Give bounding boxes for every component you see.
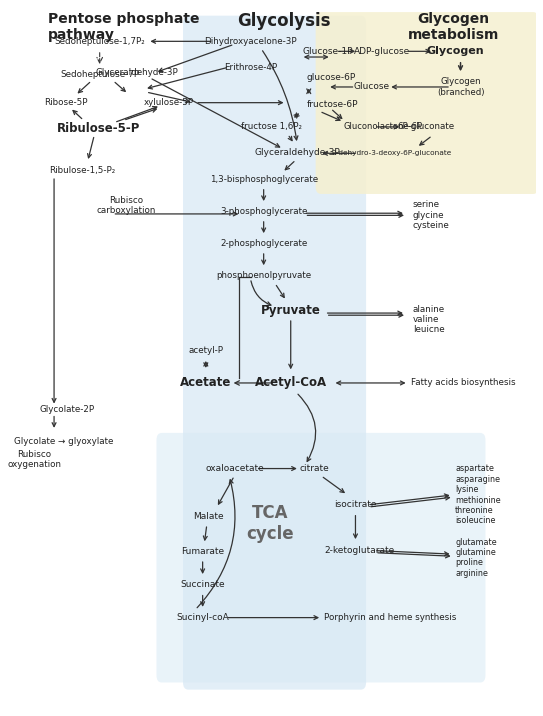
Text: fructose 1,6P₂: fructose 1,6P₂ [241, 122, 302, 132]
Text: Glycogen
metabolism: Glycogen metabolism [408, 12, 500, 42]
Text: 2-dehydro-3-deoxy-6P-gluconate: 2-dehydro-3-deoxy-6P-gluconate [331, 150, 452, 156]
Text: Porphyrin and heme synthesis: Porphyrin and heme synthesis [324, 613, 456, 622]
Text: Succinate: Succinate [180, 580, 225, 589]
Text: phosphoenolpyruvate: phosphoenolpyruvate [216, 271, 311, 281]
Text: Sedoheptulose-1,7P₂: Sedoheptulose-1,7P₂ [54, 37, 145, 46]
Text: serine
glycine
cysteine: serine glycine cysteine [413, 200, 450, 231]
Text: TCA
cycle: TCA cycle [247, 504, 294, 543]
Text: acetyl-P: acetyl-P [188, 347, 223, 355]
Text: Glyceraldehyde-3P: Glyceraldehyde-3P [96, 68, 178, 77]
Text: Glyceraldehyde-3P: Glyceraldehyde-3P [254, 148, 340, 157]
FancyBboxPatch shape [156, 433, 485, 682]
Text: Glucose: Glucose [353, 82, 389, 92]
Text: 2-ketoglutarate: 2-ketoglutarate [324, 546, 394, 555]
Text: Fatty acids biosynthesis: Fatty acids biosynthesis [411, 379, 516, 387]
Text: alanine
valine
leuicne: alanine valine leuicne [413, 304, 445, 334]
Text: Glycolate → glyoxylate: Glycolate → glyoxylate [14, 437, 113, 446]
Text: Ribose-5P: Ribose-5P [45, 98, 88, 107]
Text: Dihydroxyacelone-3P: Dihydroxyacelone-3P [204, 37, 296, 46]
Text: xylulose-5P: xylulose-5P [143, 98, 194, 107]
Text: ADP-glucose: ADP-glucose [354, 47, 410, 56]
Text: Rubisco
oxygenation: Rubisco oxygenation [8, 450, 61, 469]
Text: Pentose phosphate
pathway: Pentose phosphate pathway [48, 12, 199, 42]
FancyBboxPatch shape [183, 16, 366, 690]
Text: Pyruvate: Pyruvate [261, 304, 321, 316]
Text: oxaloacetate: oxaloacetate [205, 464, 264, 473]
Text: glucose-6P: glucose-6P [307, 73, 356, 82]
Text: 3-phosphoglycerate: 3-phosphoglycerate [220, 208, 307, 216]
Text: Sucinyl-coA: Sucinyl-coA [176, 613, 229, 622]
Text: aspartate
asparagine
lysine
methionine
threonine
isoleucine: aspartate asparagine lysine methionine t… [455, 465, 501, 526]
Text: Ribulose-1,5-P₂: Ribulose-1,5-P₂ [49, 166, 115, 175]
Text: Acetate: Acetate [180, 377, 231, 390]
Text: Fumarate: Fumarate [181, 548, 224, 556]
Text: Glycolysis: Glycolysis [237, 12, 331, 30]
Text: Ribulose-5-P: Ribulose-5-P [56, 122, 140, 135]
Text: Gluconolactone-6P: Gluconolactone-6P [344, 122, 423, 132]
Text: 1,3-bisphosphoglycerate: 1,3-bisphosphoglycerate [210, 175, 318, 184]
Text: Glycolate-2P: Glycolate-2P [40, 405, 95, 414]
Text: Erithrose-4P: Erithrose-4P [224, 62, 277, 72]
Text: Glycogen: Glycogen [426, 47, 484, 57]
Text: 2-phosphoglycerate: 2-phosphoglycerate [220, 239, 307, 248]
Text: 6P-gluconate: 6P-gluconate [397, 122, 454, 132]
Text: Glycogen
(branched): Glycogen (branched) [437, 77, 484, 97]
Text: isocitrate: isocitrate [334, 500, 377, 508]
FancyBboxPatch shape [315, 12, 539, 194]
Text: citrate: citrate [299, 464, 329, 473]
Text: Acetyl-CoA: Acetyl-CoA [255, 377, 327, 390]
Text: Rubisco
carboxylation: Rubisco carboxylation [97, 195, 156, 215]
Text: fructose-6P: fructose-6P [307, 100, 358, 109]
Text: Glucose-1P: Glucose-1P [302, 47, 353, 56]
Text: Malate: Malate [193, 512, 223, 521]
Text: glutamate
glutamine
proline
arginine: glutamate glutamine proline arginine [455, 538, 497, 578]
Text: Sedoheptulose-7P: Sedoheptulose-7P [60, 69, 139, 79]
